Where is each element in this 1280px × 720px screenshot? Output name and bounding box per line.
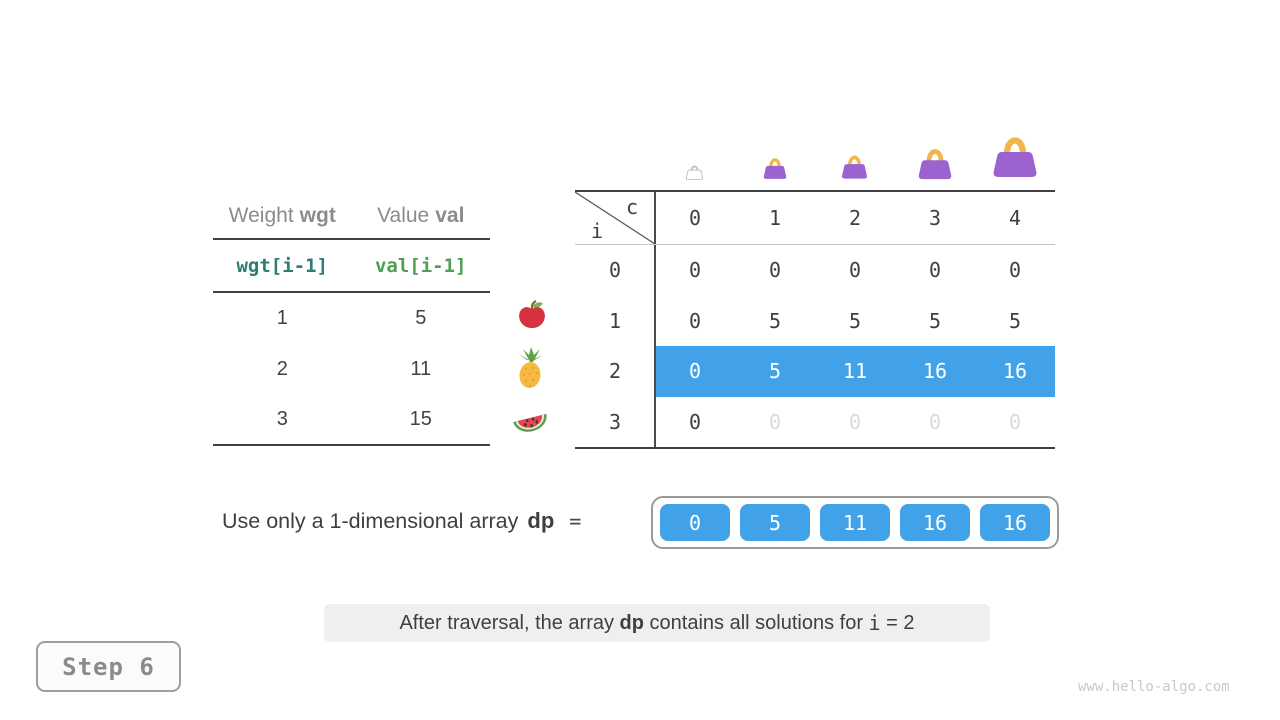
item-index-variable: i <box>591 219 604 243</box>
wgt-index-expression: wgt[i-1] <box>236 254 328 277</box>
dp-cell: 5 <box>848 308 862 333</box>
dp-cell: 0 <box>688 308 702 333</box>
dp-variable-name: dp <box>527 508 555 533</box>
items-table: Weight wgt Value val wgt[i-1] val[i-1] 1 5… <box>213 193 490 446</box>
weight-header-label: Weight <box>228 203 294 227</box>
dp-table-header: c i 0 1 2 3 4 <box>575 192 1055 245</box>
col-header: 2 <box>848 206 862 230</box>
dp-cell-pending: 0 <box>848 409 862 434</box>
bag-capacity-2-icon <box>840 153 869 186</box>
dp-cell: 5 <box>768 308 782 333</box>
item-value: 15 <box>409 408 432 430</box>
caption-dp-var: dp <box>619 611 644 634</box>
row-header: 2 <box>608 359 622 384</box>
items-table-code-row: wgt[i-1] val[i-1] <box>213 240 490 293</box>
step-badge: Step 6 <box>36 641 181 692</box>
dp-cell-pending: 0 <box>928 409 942 434</box>
dp-row-1: 1 0 5 5 5 5 <box>575 296 1055 347</box>
dp-array-cell: 5 <box>740 504 810 541</box>
caption-banner: After traversal, the array dp contains a… <box>324 604 990 642</box>
col-header: 4 <box>1008 206 1022 230</box>
value-header-code: val <box>435 203 465 227</box>
col-header: 0 <box>688 206 702 230</box>
table-row: 1 5 <box>213 293 490 344</box>
dp-cell: 0 <box>1008 258 1022 283</box>
pineapple-icon <box>513 346 547 395</box>
dp-cell: 5 <box>768 359 782 384</box>
watermelon-icon <box>511 405 547 444</box>
watermark: www.hello-algo.com <box>1078 679 1230 695</box>
item-weight: 2 <box>276 358 288 380</box>
apple-icon <box>515 299 549 336</box>
dp-array-cell: 0 <box>660 504 730 541</box>
caption-text-3: = 2 <box>880 611 915 634</box>
dp-row-0: 0 0 0 0 0 0 <box>575 245 1055 296</box>
bag-capacity-1-icon <box>762 156 788 186</box>
items-table-header: Weight wgt Value val <box>213 193 490 240</box>
dp-cell: 5 <box>1008 308 1022 333</box>
dp-cell: 0 <box>848 258 862 283</box>
dp-array-container: 0 5 11 16 16 <box>651 496 1059 549</box>
caption-text-1: After traversal, the array <box>399 611 620 634</box>
row-header: 3 <box>608 409 622 434</box>
dp-corner-cell: c i <box>575 192 655 244</box>
bag-capacity-4-icon <box>990 133 1040 186</box>
equals-sign: = <box>569 509 582 533</box>
caption-i-var: i <box>868 611 881 635</box>
dp-cell: 0 <box>688 359 702 384</box>
dp-cell-pending: 0 <box>1008 409 1022 434</box>
dp-array-cell: 16 <box>980 504 1050 541</box>
bag-capacity-3-icon <box>916 146 954 187</box>
col-header: 1 <box>768 206 782 230</box>
item-weight: 1 <box>276 307 288 329</box>
dp-cell: 11 <box>842 359 868 384</box>
item-weight: 3 <box>276 408 288 430</box>
caption-text-2: contains all solutions for <box>643 611 869 634</box>
highlight-band: 0 5 11 16 16 <box>655 346 1055 397</box>
bag-capacity-0-icon <box>685 163 704 186</box>
item-value: 5 <box>415 307 427 329</box>
col-header: 3 <box>928 206 942 230</box>
dp-cell: 16 <box>922 359 948 384</box>
dp-table: c i 0 1 2 3 4 0 0 0 0 0 0 1 0 <box>575 190 1055 449</box>
dp-cell: 0 <box>688 258 702 283</box>
dp-cell: 5 <box>928 308 942 333</box>
capacity-variable: c <box>625 195 638 219</box>
dp-cell: 0 <box>688 409 702 434</box>
diagonal-line <box>575 192 655 244</box>
val-index-expression: val[i-1] <box>374 254 467 277</box>
dp-table-divider <box>654 192 656 447</box>
dp-cell: 16 <box>1002 359 1028 384</box>
dp-cell-pending: 0 <box>768 409 782 434</box>
dp-array-cell: 11 <box>820 504 890 541</box>
item-value: 11 <box>410 358 432 380</box>
row-header: 0 <box>608 258 622 283</box>
array-description: Use only a 1-dimensional array dp = <box>222 508 581 534</box>
dp-cell: 0 <box>928 258 942 283</box>
dp-column-headers: 0 1 2 3 4 <box>655 192 1055 244</box>
array-description-text: Use only a 1-dimensional array <box>222 509 519 533</box>
dp-row-2-highlighted: 2 0 5 11 16 16 <box>575 346 1055 397</box>
dp-row-3: 3 0 0 0 0 0 <box>575 397 1055 448</box>
dp-array-cell: 16 <box>900 504 970 541</box>
value-header-label: Value <box>377 203 430 227</box>
table-row: 3 15 <box>213 395 490 446</box>
weight-header-code: wgt <box>299 203 336 227</box>
table-row: 2 11 <box>213 344 490 395</box>
dp-cell: 0 <box>768 258 782 283</box>
row-header: 1 <box>608 308 622 333</box>
